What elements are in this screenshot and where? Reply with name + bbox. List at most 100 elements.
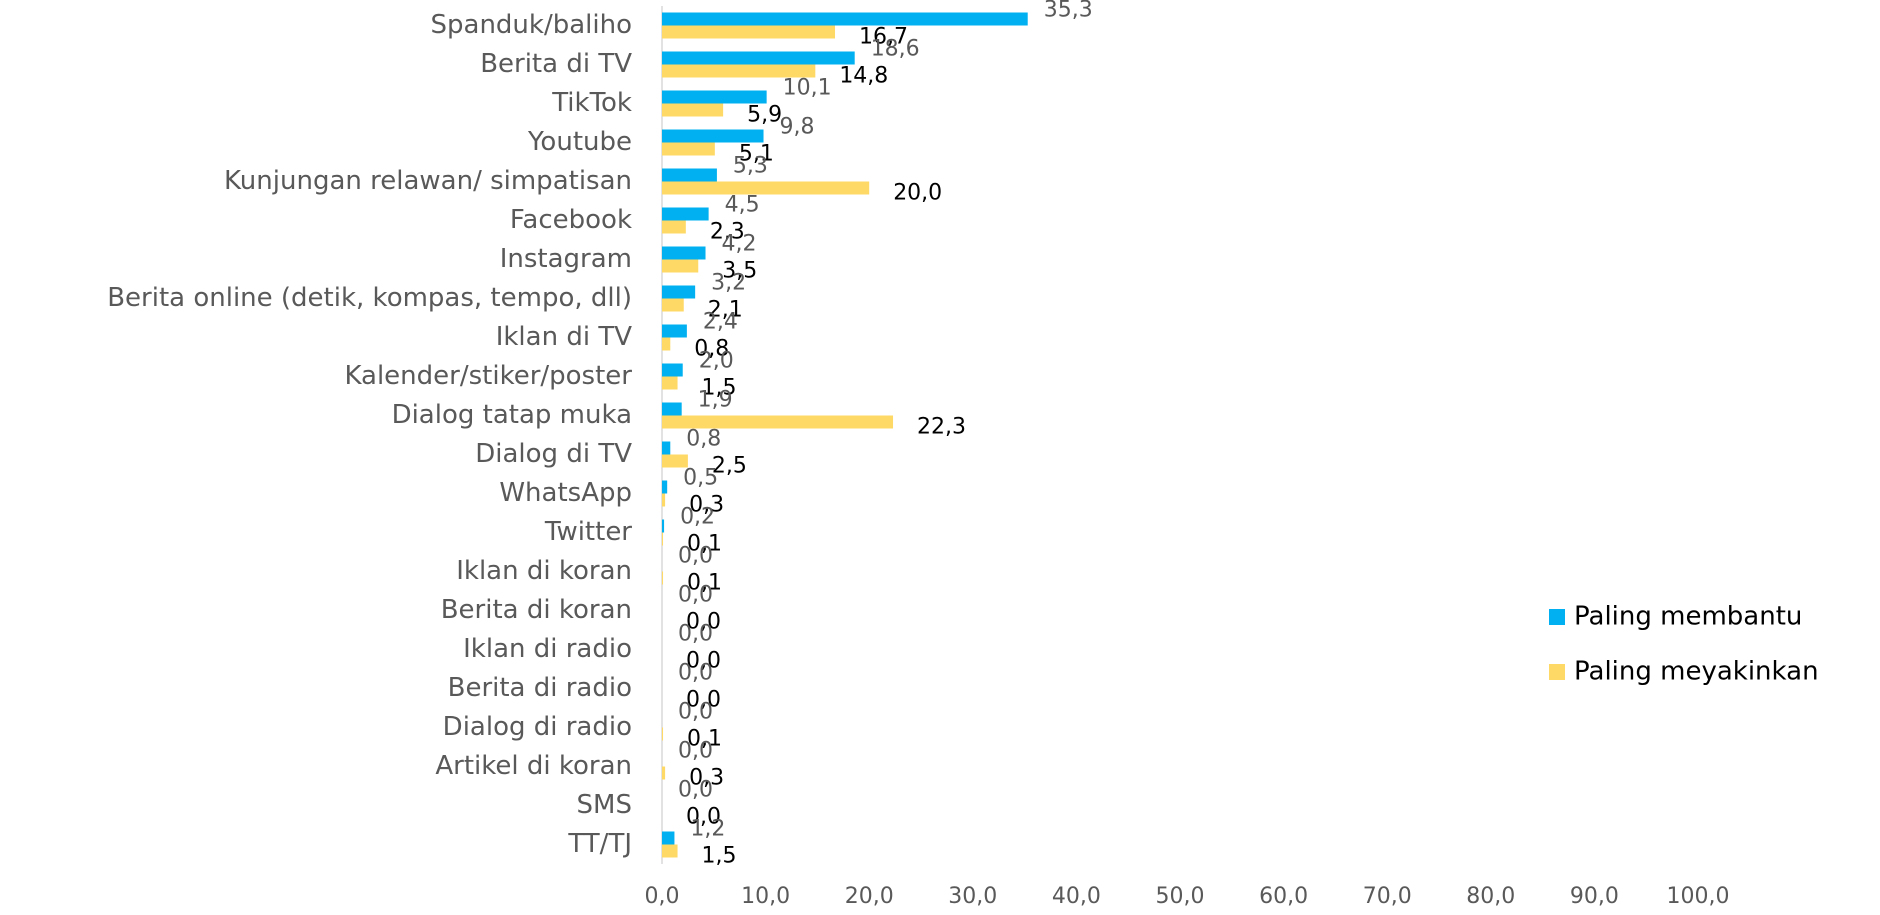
category-label: Berita di koran — [441, 595, 632, 625]
data-label: 4,5 — [725, 193, 760, 218]
data-label: 0,0 — [678, 661, 713, 686]
data-label: 0,5 — [683, 466, 718, 491]
category-label: Dialog di radio — [443, 712, 632, 742]
bar — [662, 480, 668, 494]
data-label: 0,0 — [686, 649, 721, 674]
bar — [662, 207, 709, 221]
bar — [662, 493, 666, 507]
bar — [662, 12, 1028, 26]
category-label: SMS — [577, 790, 632, 820]
data-label: 18,6 — [871, 37, 920, 62]
bar — [662, 727, 664, 741]
bar — [662, 129, 764, 143]
bar — [662, 142, 715, 156]
data-label: 0,0 — [678, 700, 713, 725]
bar — [662, 844, 678, 858]
data-label: 5,3 — [733, 154, 768, 179]
data-label: 0,0 — [686, 688, 721, 713]
category-label: WhatsApp — [499, 478, 632, 508]
data-label: 3,2 — [711, 271, 746, 296]
x-tick-label: 30,0 — [948, 884, 997, 909]
bar — [662, 259, 699, 273]
bar — [662, 246, 706, 260]
data-label: 1,5 — [702, 376, 737, 401]
x-tick-label: 50,0 — [1156, 884, 1205, 909]
category-label: Kunjungan relawan/ simpatisan — [224, 166, 632, 196]
data-label: 0,0 — [678, 544, 713, 569]
data-label: 0,3 — [689, 493, 724, 518]
data-label: 0,8 — [686, 427, 721, 452]
data-label: 1,2 — [690, 817, 725, 842]
bar — [662, 532, 664, 546]
bar — [662, 363, 683, 377]
data-label: 2,1 — [708, 298, 743, 323]
bar — [662, 441, 671, 455]
data-label: 1,9 — [698, 388, 733, 413]
data-label: 2,0 — [699, 349, 734, 374]
category-label: Iklan di koran — [456, 556, 632, 586]
x-tick-label: 90,0 — [1570, 884, 1619, 909]
data-label: 14,8 — [839, 64, 888, 89]
bar — [662, 64, 816, 78]
data-label: 10,1 — [783, 76, 832, 101]
category-label: Spanduk/baliho — [431, 10, 633, 40]
data-label: 5,1 — [739, 142, 774, 167]
data-label: 4,2 — [722, 232, 757, 257]
bar — [662, 298, 684, 312]
x-tick-label: 60,0 — [1259, 884, 1308, 909]
legend-swatch — [1549, 609, 1565, 625]
data-label: 9,8 — [780, 115, 815, 140]
category-label: Artikel di koran — [435, 751, 632, 781]
category-label: Kalender/stiker/poster — [344, 361, 632, 391]
data-label: 22,3 — [917, 415, 966, 440]
data-label: 2,3 — [710, 220, 745, 245]
category-label: Dialog di TV — [475, 439, 632, 469]
legend-swatch — [1549, 664, 1565, 680]
x-tick-label: 20,0 — [845, 884, 894, 909]
category-label: Iklan di TV — [496, 322, 632, 352]
data-label: 0,1 — [687, 532, 722, 557]
data-label: 0,3 — [689, 766, 724, 791]
bar — [662, 519, 665, 533]
bar — [662, 90, 767, 104]
category-label: Iklan di radio — [463, 634, 632, 664]
data-label: 0,0 — [678, 739, 713, 764]
data-label: 3,5 — [722, 259, 757, 284]
bar — [662, 103, 724, 117]
x-tick-label: 0,0 — [645, 884, 680, 909]
data-label: 2,5 — [712, 454, 747, 479]
bar — [662, 285, 696, 299]
data-label: 2,4 — [703, 310, 738, 335]
bar — [662, 766, 666, 780]
bar — [662, 831, 675, 845]
data-label: 1,5 — [702, 844, 737, 869]
legend-label: Paling membantu — [1574, 602, 1802, 632]
x-tick-label: 10,0 — [741, 884, 790, 909]
bar — [662, 415, 894, 429]
bar — [662, 337, 671, 351]
bar — [662, 571, 664, 585]
bar — [662, 168, 717, 182]
x-tick-label: 40,0 — [1052, 884, 1101, 909]
data-label: 0,0 — [686, 805, 721, 830]
data-label: 35,3 — [1044, 0, 1093, 23]
category-label: Twitter — [544, 517, 632, 547]
category-label: TT/TJ — [567, 829, 632, 859]
bar — [662, 402, 682, 416]
category-label: Berita online (detik, kompas, tempo, dll… — [107, 283, 632, 313]
category-label: Berita di TV — [480, 49, 632, 79]
data-label: 0,1 — [687, 571, 722, 596]
category-label: TikTok — [551, 88, 632, 118]
category-label: Facebook — [510, 205, 632, 235]
data-label: 0,0 — [686, 610, 721, 635]
bar — [662, 376, 678, 390]
category-label: Berita di radio — [448, 673, 632, 703]
category-label: Youtube — [527, 127, 632, 157]
data-label: 0,2 — [680, 505, 715, 530]
data-label: 0,0 — [678, 778, 713, 803]
x-tick-label: 80,0 — [1466, 884, 1515, 909]
bar — [662, 220, 686, 234]
category-label: Dialog tatap muka — [392, 400, 632, 430]
data-label: 16,7 — [859, 25, 908, 50]
